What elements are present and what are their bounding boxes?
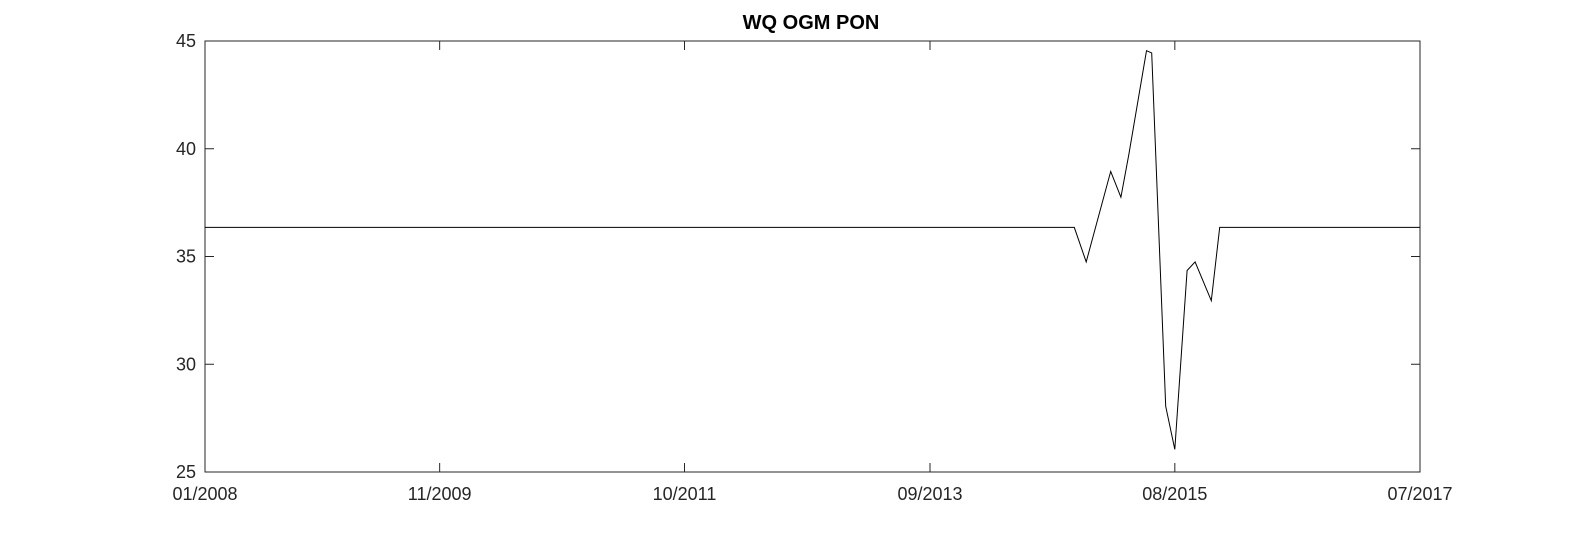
x-tick-label: 07/2017 bbox=[1387, 484, 1452, 504]
series-layer bbox=[205, 49, 1420, 450]
plot-area-frame bbox=[204, 40, 1421, 473]
chart-title: WQ OGM PON bbox=[743, 12, 880, 34]
y-tick-label: 35 bbox=[176, 247, 196, 267]
y-axis: 25 30 35 40 45 bbox=[176, 31, 1420, 482]
x-axis: 01/2008 11/2009 10/2011 09/2013 08/2015 07/20… bbox=[172, 41, 1453, 504]
series-line bbox=[205, 49, 1420, 450]
y-tick-label: 40 bbox=[176, 139, 196, 159]
y-tick-label: 25 bbox=[176, 462, 196, 482]
x-tick-label: 10/2011 bbox=[653, 484, 717, 504]
y-tick-label: 45 bbox=[176, 31, 196, 51]
x-tick-label: 08/2015 bbox=[1142, 484, 1207, 504]
y-tick-label: 30 bbox=[176, 354, 196, 374]
x-tick-label: 09/2013 bbox=[897, 484, 962, 504]
x-tick-label: 11/2009 bbox=[408, 484, 472, 504]
x-tick-label: 01/2008 bbox=[172, 484, 237, 504]
